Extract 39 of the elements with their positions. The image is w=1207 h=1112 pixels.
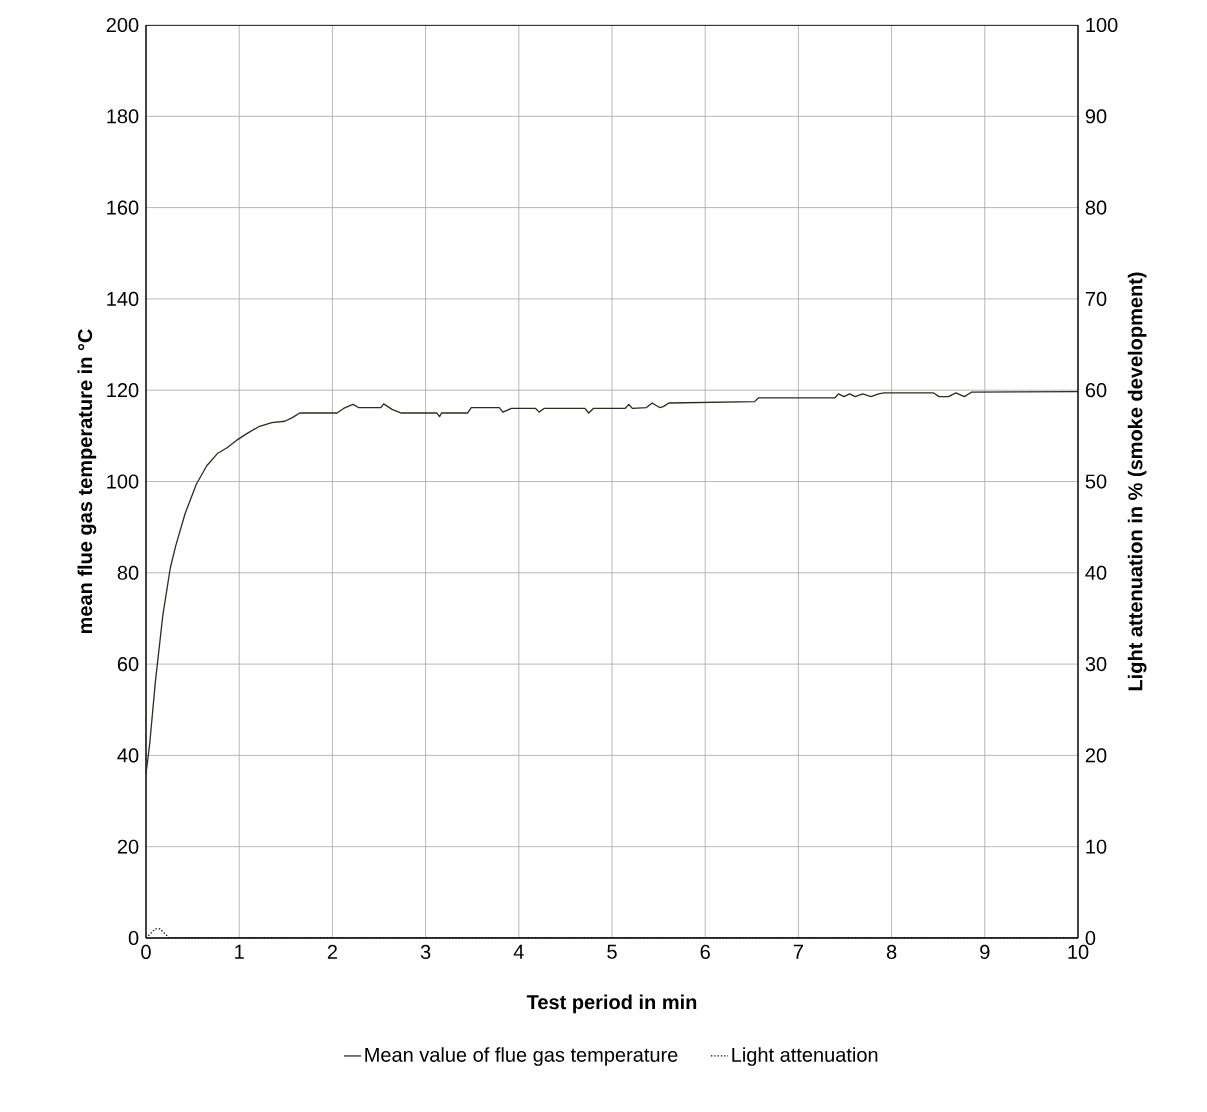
- y-tick-label: 160: [107, 200, 139, 215]
- y2-tick-label: 20: [1085, 748, 1107, 763]
- y-tick-label: 80: [117, 565, 139, 580]
- x-tick-label: 7: [793, 944, 803, 959]
- y2-tick-label: 0: [1085, 930, 1096, 946]
- y-tick-label: 60: [117, 657, 139, 672]
- legend-label: Light attenuation: [732, 1047, 878, 1066]
- x-tick-label: 3: [420, 944, 431, 960]
- y-axis-title: mean flue gas temperature in °C: [77, 329, 97, 634]
- y2-tick-label: 60: [1085, 383, 1107, 398]
- y-tick-label: 40: [117, 748, 139, 763]
- line-series: [146, 390, 1079, 775]
- x-axis-title: Test period in min: [526, 994, 697, 1014]
- x-tick-label: 1: [235, 944, 244, 959]
- legend-label: Mean value of flue gas temperature: [365, 1047, 678, 1066]
- y2-tick-label: 10: [1086, 839, 1107, 854]
- y-tick-label: 0: [128, 930, 139, 946]
- y2-axis-title: Light attenuation in % (smoke development): [1127, 272, 1147, 691]
- x-tick-label: 0: [141, 944, 151, 960]
- x-tick-label: 4: [513, 944, 524, 959]
- x-tick-label: 8: [886, 944, 897, 960]
- x-tick-label: 5: [607, 944, 617, 959]
- y2-tick-label: 40: [1085, 565, 1107, 580]
- y2-tick-label: 100: [1086, 17, 1118, 33]
- x-tick-label: 10: [1068, 944, 1089, 960]
- y-tick-label: 180: [107, 109, 139, 124]
- x-tick-label: 9: [980, 944, 990, 960]
- y2-tick-label: 80: [1085, 200, 1107, 215]
- x-tick-label: 6: [700, 944, 710, 960]
- y-tick-label: 200: [106, 17, 139, 33]
- y-tick-label: 20: [117, 839, 139, 854]
- y-tick-label: 140: [107, 291, 139, 306]
- y-tick-label: 120: [107, 383, 139, 398]
- y2-tick-label: 30: [1085, 657, 1107, 672]
- y2-tick-label: 50: [1085, 474, 1107, 489]
- y2-tick-label: 90: [1085, 109, 1107, 124]
- y-tick-label: 100: [107, 474, 139, 489]
- y2-tick-label: 70: [1085, 291, 1107, 306]
- x-tick-label: 2: [327, 944, 337, 959]
